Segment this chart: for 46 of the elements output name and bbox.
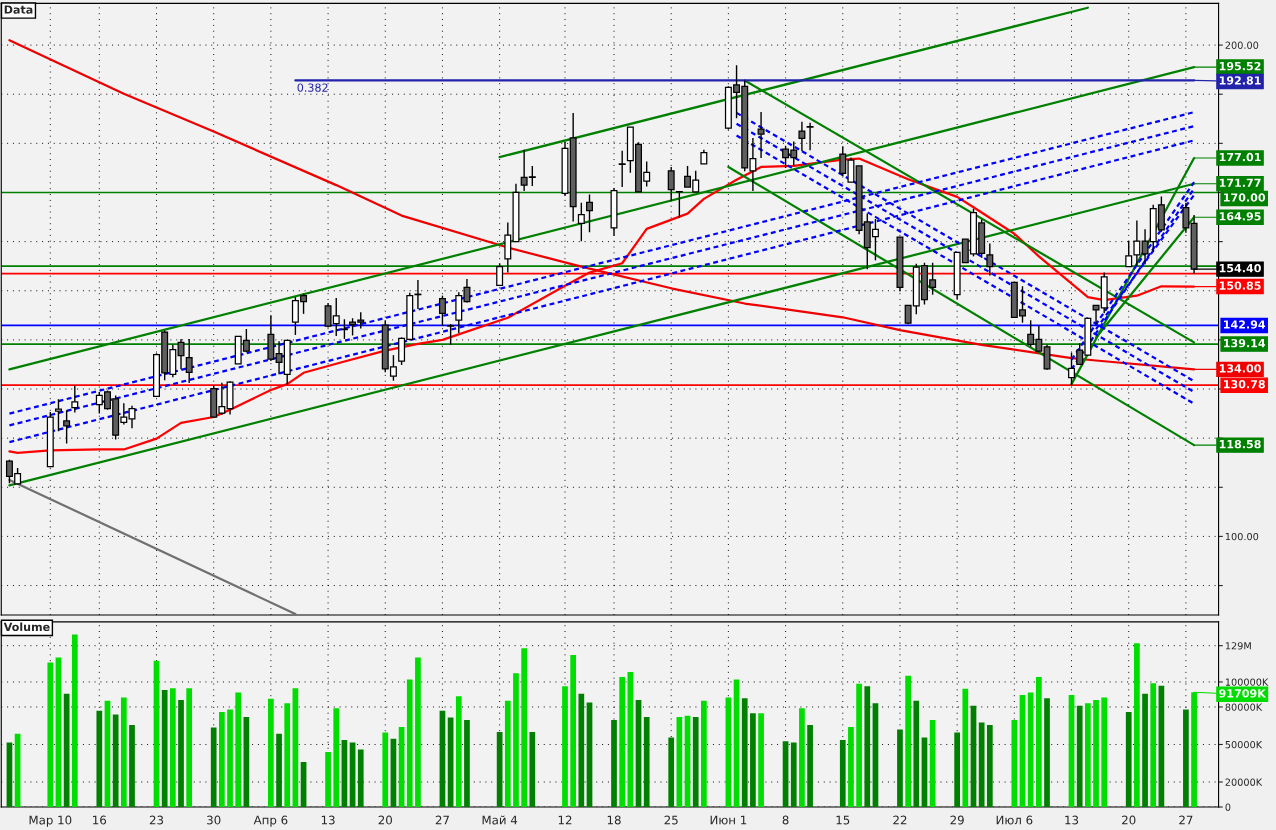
x-tick-label: Июн 1: [710, 815, 747, 825]
annotation: 0.382: [297, 83, 328, 92]
ref-line-label: 170.00: [1224, 193, 1266, 202]
x-tick-label: 29: [950, 815, 964, 825]
y-tick-label: 129M: [1225, 642, 1251, 650]
y-tick-label: 200.00: [1225, 41, 1259, 49]
chart-title: Volume: [3, 622, 50, 632]
data-label: 195.52: [1219, 61, 1261, 71]
x-tick-label: Июл 6: [996, 815, 1033, 825]
data-label: 118.58: [1219, 439, 1261, 449]
x-tick-label: 16: [93, 815, 107, 825]
x-tick-label: 13: [321, 815, 335, 825]
x-tick-label: 20: [378, 815, 392, 825]
x-tick-label: 15: [836, 815, 850, 825]
x-tick-label: 20: [1122, 815, 1136, 825]
y-tick-label: 20000K: [1225, 778, 1263, 786]
ref-line-label: 142.94: [1224, 320, 1266, 329]
data-label: 150.85: [1219, 281, 1261, 290]
x-tick-label: 12: [558, 815, 572, 825]
x-tick-label: 18: [607, 815, 621, 825]
y-tick-label: 50000K: [1225, 740, 1263, 749]
x-tick-label: 30: [207, 815, 221, 825]
x-tick-label: 8: [782, 815, 789, 825]
annotation: 91709K: [1219, 689, 1267, 698]
x-tick-label: Май 4: [482, 815, 518, 825]
x-tick-label: 23: [149, 815, 164, 825]
x-tick-label: Апр 6: [253, 815, 288, 827]
y-tick-label: 100.00: [1225, 532, 1259, 541]
data-label: 164.95: [1219, 212, 1261, 221]
y-tick-label: 0: [1225, 803, 1231, 811]
data-label: 171.77: [1219, 178, 1261, 187]
data-label: 192.81: [1219, 76, 1261, 85]
x-tick-label: 22: [893, 815, 907, 825]
y-tick-label: 80000K: [1225, 703, 1263, 711]
x-tick-label: 13: [1065, 815, 1079, 825]
ref-line-label: 130.78: [1224, 380, 1265, 389]
x-tick-label: 27: [1179, 815, 1193, 825]
x-tick-label: 27: [435, 815, 449, 825]
ref-line-label: 139.14: [1224, 338, 1266, 348]
data-label: 134.00: [1219, 364, 1261, 373]
chart-title: Data: [4, 5, 33, 14]
x-tick-label: 25: [664, 815, 678, 825]
data-label: 177.01: [1219, 152, 1261, 162]
x-tick-label: Мар 10: [29, 815, 72, 827]
annotation: 154.40: [1219, 263, 1261, 273]
y-tick-label: 100000K: [1225, 678, 1269, 686]
